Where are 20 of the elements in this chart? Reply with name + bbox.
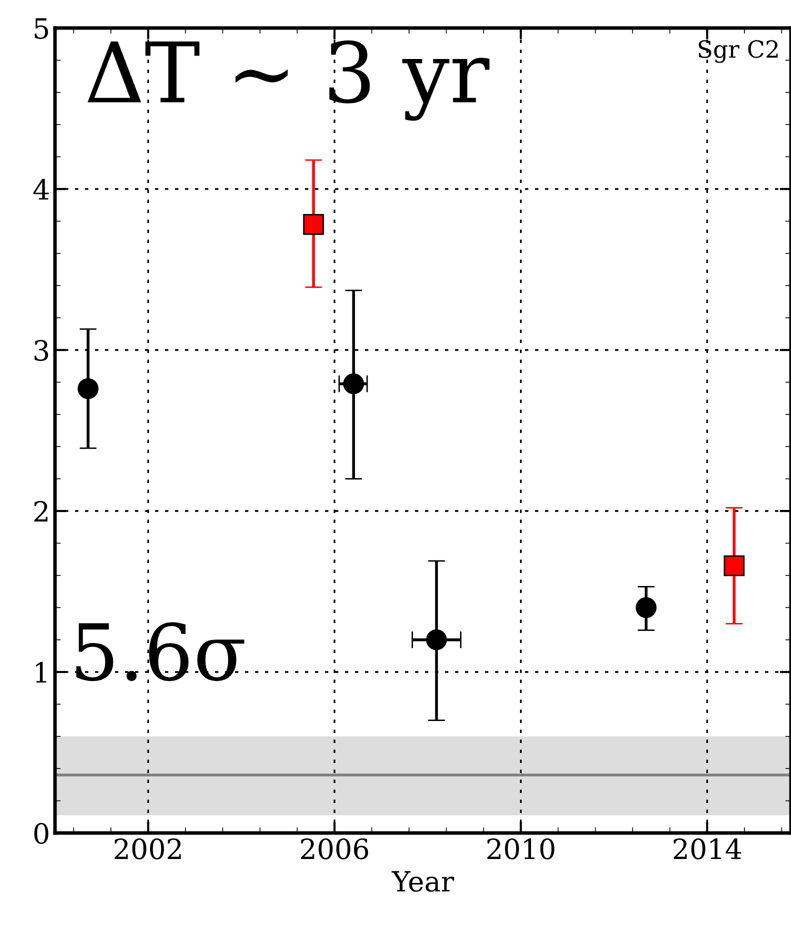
point xyxy=(636,597,657,618)
y-tick-label: 2 xyxy=(34,500,48,522)
x-tick-label: 2014 xyxy=(674,838,742,860)
x-axis-title: Year xyxy=(392,871,454,892)
annotation: Sgr C2 xyxy=(698,40,778,63)
x-tick-label: 2010 xyxy=(487,838,554,860)
y-tick-label: 4 xyxy=(33,178,49,200)
y-tick-label: 5 xyxy=(34,18,48,39)
point xyxy=(303,214,324,235)
y-tick-label: 3 xyxy=(34,340,48,361)
y-tick-label: 1 xyxy=(36,662,46,683)
point xyxy=(343,373,364,394)
annotation: 5.6σ xyxy=(76,622,244,682)
point xyxy=(724,555,745,576)
annotation: ΔT ∼ 3 yr xyxy=(88,40,490,121)
point xyxy=(426,629,447,650)
y-tick-label: 0 xyxy=(34,822,48,844)
x-tick-label: 2006 xyxy=(301,838,368,860)
point xyxy=(78,378,98,400)
x-tick-label: 2002 xyxy=(114,838,181,860)
